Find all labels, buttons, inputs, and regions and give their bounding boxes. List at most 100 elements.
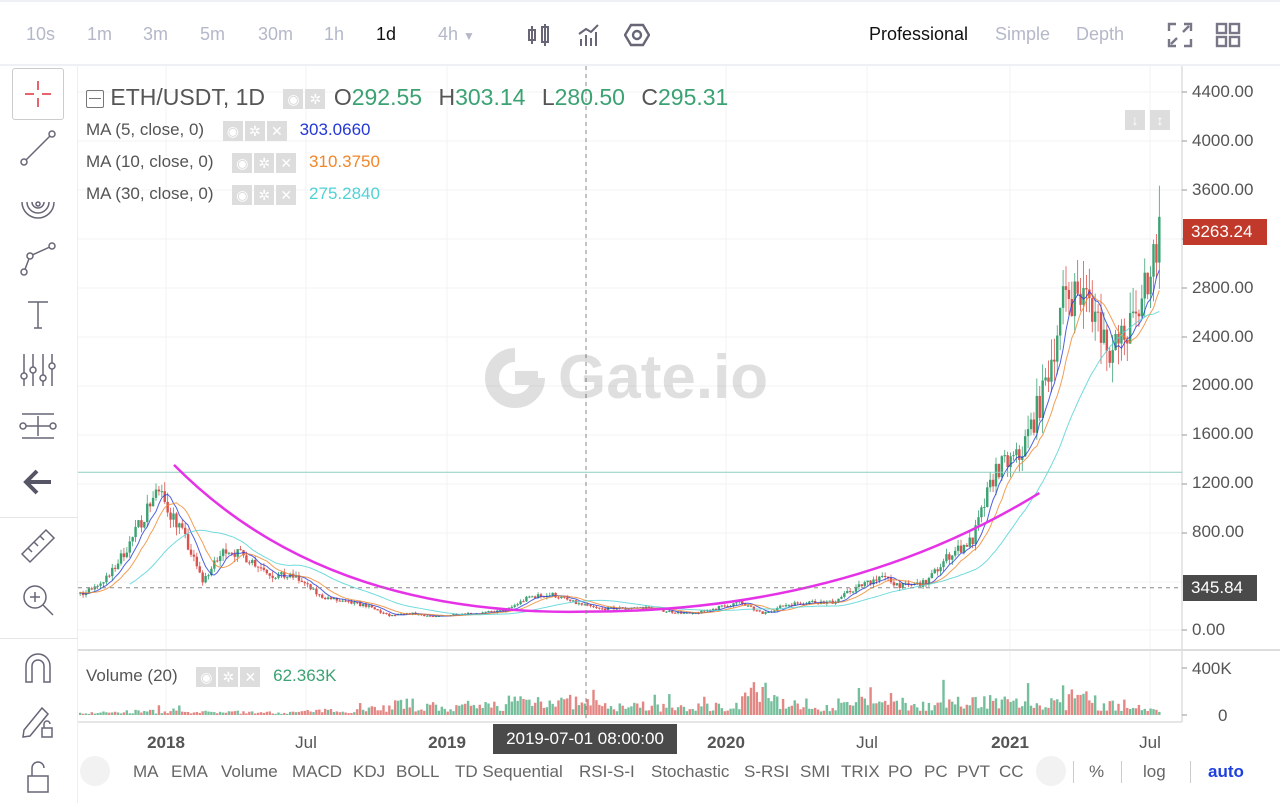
indicator-boll[interactable]: BOLL <box>396 762 440 781</box>
volume-bar <box>493 701 496 715</box>
fib-tool[interactable] <box>12 176 64 228</box>
volume-bar <box>96 713 99 715</box>
polyline-tool[interactable] <box>12 232 64 284</box>
eye-icon[interactable]: ◉ <box>196 666 217 687</box>
crosshair-time-badge: 2019-07-01 08:00:00 <box>493 724 677 754</box>
candle <box>988 479 992 488</box>
volume-bar <box>227 711 231 715</box>
lock-tool[interactable] <box>12 750 64 802</box>
mode-depth[interactable]: Depth <box>1076 24 1125 44</box>
indicator-trix[interactable]: TRIX <box>841 762 880 781</box>
volume-bar <box>344 712 347 715</box>
log-scale-button[interactable]: log <box>1143 762 1166 781</box>
crosshair-tool[interactable] <box>12 68 64 120</box>
timeframe-1h[interactable]: 1h <box>324 24 345 44</box>
eye-icon[interactable]: ◉ <box>283 88 304 109</box>
divider <box>1073 761 1074 783</box>
volume-bar <box>732 708 735 715</box>
gear-icon[interactable]: ✲ <box>254 152 275 173</box>
candle <box>863 582 866 587</box>
gear-icon[interactable]: ✲ <box>254 184 275 205</box>
volume-bar <box>983 696 986 715</box>
volume-bar <box>1128 709 1132 715</box>
close-icon[interactable]: ✕ <box>276 184 297 205</box>
candle <box>1099 312 1103 343</box>
collapse-legend-icon[interactable] <box>86 89 104 108</box>
settings-hexagon-icon[interactable] <box>624 22 650 48</box>
candle <box>732 603 735 606</box>
volume-bar <box>277 712 280 715</box>
indicator-volume[interactable]: Volume <box>221 762 278 781</box>
indicator-smi[interactable]: SMI <box>800 762 831 781</box>
candlestick-icon[interactable] <box>526 22 552 48</box>
gear-icon[interactable]: ✲ <box>244 120 265 141</box>
volume-bar <box>595 700 598 715</box>
close-icon[interactable]: ✕ <box>276 152 297 173</box>
scroll-left-button[interactable] <box>80 756 110 786</box>
percent-scale-button[interactable]: % <box>1089 762 1105 781</box>
indicator-cc[interactable]: CC <box>999 762 1024 781</box>
indicator-macd[interactable]: MACD <box>292 762 343 781</box>
scroll-right-button[interactable] <box>1036 756 1066 786</box>
volume-bar <box>274 713 277 715</box>
candle <box>1067 289 1071 300</box>
volume-bar <box>519 696 522 715</box>
volume-bar <box>563 699 566 715</box>
candle <box>131 537 134 542</box>
candle <box>983 507 986 509</box>
timeframe-1m[interactable]: 1m <box>87 24 113 44</box>
indicator-stochastic[interactable]: Stochastic <box>651 762 730 781</box>
timeframe-10s[interactable]: 10s <box>26 24 56 44</box>
indicator-td-sequential[interactable]: TD Sequential <box>455 762 563 781</box>
volume-bar <box>504 704 508 715</box>
timeframe-3m[interactable]: 3m <box>143 24 169 44</box>
volume-bar <box>166 713 169 715</box>
indicator-ema[interactable]: EMA <box>171 762 208 781</box>
candle <box>808 601 811 604</box>
timeframe-5m[interactable]: 5m <box>200 24 226 44</box>
zoom-in-tool[interactable] <box>12 574 64 626</box>
volume-bar <box>708 711 712 715</box>
eye-icon[interactable]: ◉ <box>222 120 243 141</box>
timeframe-4h-dropdown[interactable]: 4h ▼ <box>438 24 475 45</box>
pattern-tool[interactable] <box>12 344 64 396</box>
gear-icon[interactable]: ✲ <box>218 666 239 687</box>
text-tool[interactable] <box>12 288 64 340</box>
close-icon[interactable]: ✕ <box>240 666 261 687</box>
gear-icon[interactable]: ✲ <box>305 88 326 109</box>
indicator-po[interactable]: PO <box>888 762 913 781</box>
magnet-tool[interactable] <box>12 642 64 694</box>
fullscreen-icon[interactable] <box>1167 22 1193 48</box>
mode-professional[interactable]: Professional <box>869 24 969 44</box>
arrow-down-icon[interactable]: ↓ <box>1125 110 1145 130</box>
layout-grid-icon[interactable] <box>1215 22 1241 48</box>
indicator-s-rsi[interactable]: S-RSI <box>744 762 790 781</box>
lock-drawings-tool[interactable] <box>12 696 64 748</box>
eye-icon[interactable]: ◉ <box>232 184 253 205</box>
indicator-rsi-s-i[interactable]: RSI-S-I <box>579 762 635 781</box>
indicator-pc[interactable]: PC <box>924 762 948 781</box>
mode-simple[interactable]: Simple <box>995 24 1051 44</box>
indicator-ma[interactable]: MA <box>133 762 159 781</box>
volume-bar <box>965 704 969 715</box>
candle <box>213 560 216 569</box>
trend-line-tool[interactable] <box>12 122 64 174</box>
measure-tool[interactable] <box>12 400 64 452</box>
indicator-kdj[interactable]: KDJ <box>353 762 386 781</box>
eye-icon[interactable]: ◉ <box>232 152 253 173</box>
volume-bar <box>907 710 910 715</box>
timeframe-30m[interactable]: 30m <box>258 24 294 44</box>
candle <box>306 583 309 585</box>
ruler-tool[interactable] <box>12 520 64 572</box>
indicator-icon[interactable] <box>576 22 602 48</box>
indicator-pvt[interactable]: PVT <box>957 762 991 781</box>
volume-bar <box>688 709 691 715</box>
back-button[interactable] <box>12 456 64 508</box>
timeframe-1d[interactable]: 1d <box>376 24 397 44</box>
arrow-updown-icon[interactable]: ↕ <box>1150 110 1170 130</box>
volume-bar <box>443 708 446 715</box>
close-icon[interactable]: ✕ <box>266 120 287 141</box>
auto-scale-button[interactable]: auto <box>1208 762 1244 781</box>
volume-bar <box>813 707 817 715</box>
candle <box>96 585 99 587</box>
